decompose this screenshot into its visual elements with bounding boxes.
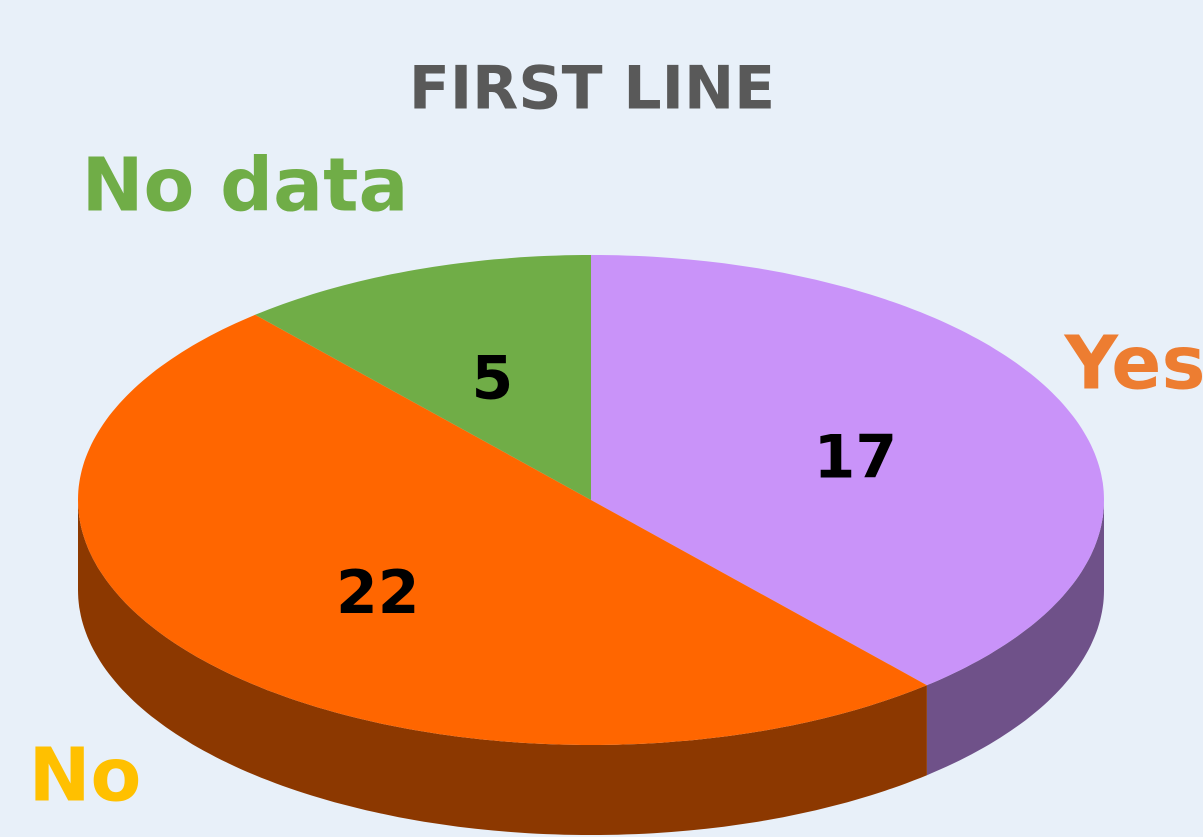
pie-slice (78, 314, 927, 745)
chart-title: FIRST LINE (409, 54, 775, 124)
data-label: 22 (336, 558, 420, 628)
pie-slice (255, 255, 591, 500)
category-label: No data (82, 143, 409, 229)
pie-slice (591, 255, 1104, 686)
data-label: 5 (472, 343, 514, 413)
data-label: 17 (814, 423, 898, 493)
category-label: Yes (1063, 321, 1203, 407)
pie-slice-side (926, 500, 1104, 776)
category-label: No (29, 733, 142, 819)
pie-slice-side (78, 500, 927, 835)
